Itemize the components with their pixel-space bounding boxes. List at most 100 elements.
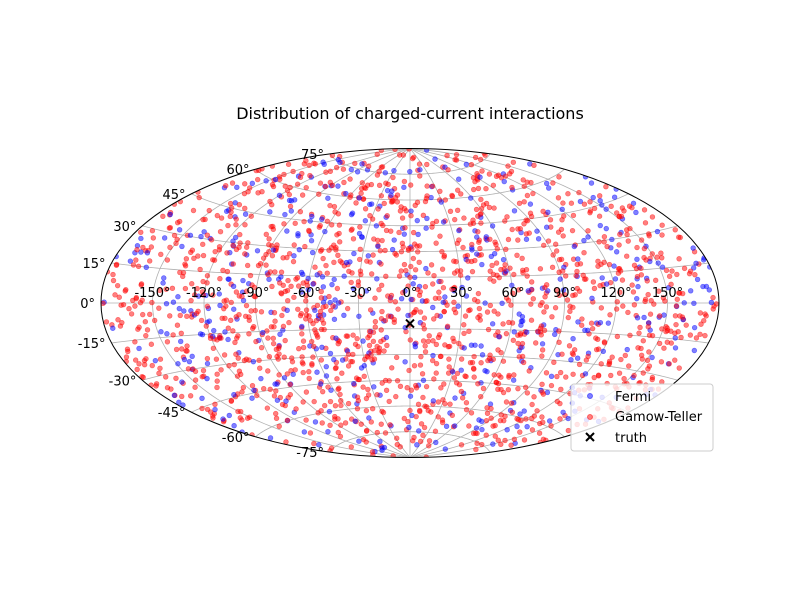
gamow-teller-point <box>376 345 383 351</box>
gamow-teller-point <box>320 255 326 262</box>
gamow-teller-point <box>369 449 376 455</box>
fermi-point <box>490 441 496 447</box>
fermi-point <box>420 377 427 384</box>
gamow-teller-point <box>618 356 624 363</box>
gamow-teller-point <box>451 299 457 305</box>
fermi-point <box>299 271 306 277</box>
gamow-teller-point <box>472 154 479 161</box>
fermi-point <box>687 288 694 294</box>
gamow-teller-point <box>114 282 121 289</box>
fermi-point <box>226 412 232 419</box>
gamow-teller-point <box>511 271 517 278</box>
gamow-teller-point <box>303 184 309 191</box>
gamow-teller-point <box>248 213 254 219</box>
gamow-teller-point <box>435 414 441 420</box>
fermi-point <box>501 178 507 185</box>
fermi-point <box>195 293 202 299</box>
gamow-teller-point <box>473 206 480 213</box>
gamow-teller-point <box>495 437 501 443</box>
gamow-teller-point <box>483 200 490 207</box>
gamow-teller-point <box>291 294 297 301</box>
gamow-teller-point <box>372 324 378 330</box>
fermi-point <box>225 276 231 282</box>
fermi-point <box>681 300 687 306</box>
gamow-teller-point <box>408 263 414 270</box>
gamow-teller-point <box>663 267 670 274</box>
gamow-teller-point <box>378 338 384 345</box>
gamow-teller-point <box>276 343 282 350</box>
gamow-teller-point <box>371 236 377 242</box>
gamow-teller-point <box>491 308 497 314</box>
fermi-point <box>706 287 712 293</box>
gamow-teller-point <box>233 216 239 222</box>
gamow-teller-point <box>511 372 517 378</box>
gamow-teller-point <box>652 277 659 283</box>
gamow-teller-point <box>433 341 440 348</box>
gamow-teller-point <box>668 281 674 288</box>
parallel-gridline <box>142 354 678 381</box>
gamow-teller-point <box>676 365 682 371</box>
gamow-teller-point <box>423 195 430 202</box>
gamow-teller-point <box>418 421 425 427</box>
gamow-teller-point <box>591 285 598 292</box>
gamow-teller-point <box>269 283 275 290</box>
gamow-teller-point <box>687 332 694 338</box>
gamow-teller-point <box>212 248 218 255</box>
gamow-teller-point <box>598 305 605 311</box>
gamow-teller-point <box>641 207 648 213</box>
fermi-point <box>479 426 485 433</box>
gamow-teller-point <box>218 367 224 373</box>
fermi-point <box>443 423 450 430</box>
gamow-teller-point <box>300 338 307 344</box>
gamow-teller-point <box>640 370 646 376</box>
gamow-teller-point <box>199 374 205 380</box>
fermi-point <box>391 167 397 174</box>
gamow-teller-point <box>431 272 437 279</box>
gamow-teller-point <box>219 315 225 322</box>
gamow-teller-point <box>267 198 273 205</box>
fermi-point <box>327 299 333 306</box>
gamow-teller-point <box>270 183 277 190</box>
gamow-teller-point <box>394 441 400 448</box>
gamow-teller-point <box>503 246 509 253</box>
gamow-teller-point <box>184 343 190 349</box>
gamow-teller-point <box>287 391 294 398</box>
gamow-teller-point <box>558 256 565 263</box>
gamow-teller-point <box>539 389 545 395</box>
fermi-point <box>489 321 496 327</box>
fermi-point <box>545 185 552 191</box>
gamow-teller-point <box>388 199 395 205</box>
gamow-teller-point <box>143 332 149 339</box>
fermi-point <box>456 227 462 234</box>
gamow-teller-point <box>293 276 299 282</box>
gamow-teller-point <box>483 185 489 192</box>
gamow-teller-point <box>494 272 500 279</box>
fermi-point <box>479 352 486 358</box>
gamow-teller-point <box>651 301 657 307</box>
gamow-teller-point <box>436 289 442 295</box>
gamow-teller-point <box>249 382 256 389</box>
fermi-point <box>314 369 320 375</box>
gamow-teller-point <box>192 384 198 390</box>
gamow-teller-point <box>412 267 419 273</box>
gamow-teller-point <box>500 358 507 364</box>
gamow-teller-point <box>619 205 626 211</box>
gamow-teller-point <box>273 415 280 421</box>
gamow-teller-point <box>174 322 181 328</box>
fermi-point <box>708 299 715 306</box>
gamow-teller-point <box>455 187 461 193</box>
gamow-teller-point <box>470 220 477 227</box>
gamow-teller-point <box>475 314 481 321</box>
gamow-teller-point <box>230 242 236 249</box>
gamow-teller-point <box>147 311 153 318</box>
gamow-teller-point <box>221 352 228 358</box>
gamow-teller-point <box>243 302 250 309</box>
gamow-teller-point <box>350 332 356 338</box>
gamow-teller-point <box>574 268 580 275</box>
gamow-teller-point <box>469 241 475 248</box>
fermi-point <box>482 300 488 306</box>
gamow-teller-point <box>332 413 338 420</box>
legend-marker-gamow-teller <box>587 414 593 420</box>
gamow-teller-point <box>422 343 428 349</box>
gamow-teller-point <box>289 355 295 361</box>
